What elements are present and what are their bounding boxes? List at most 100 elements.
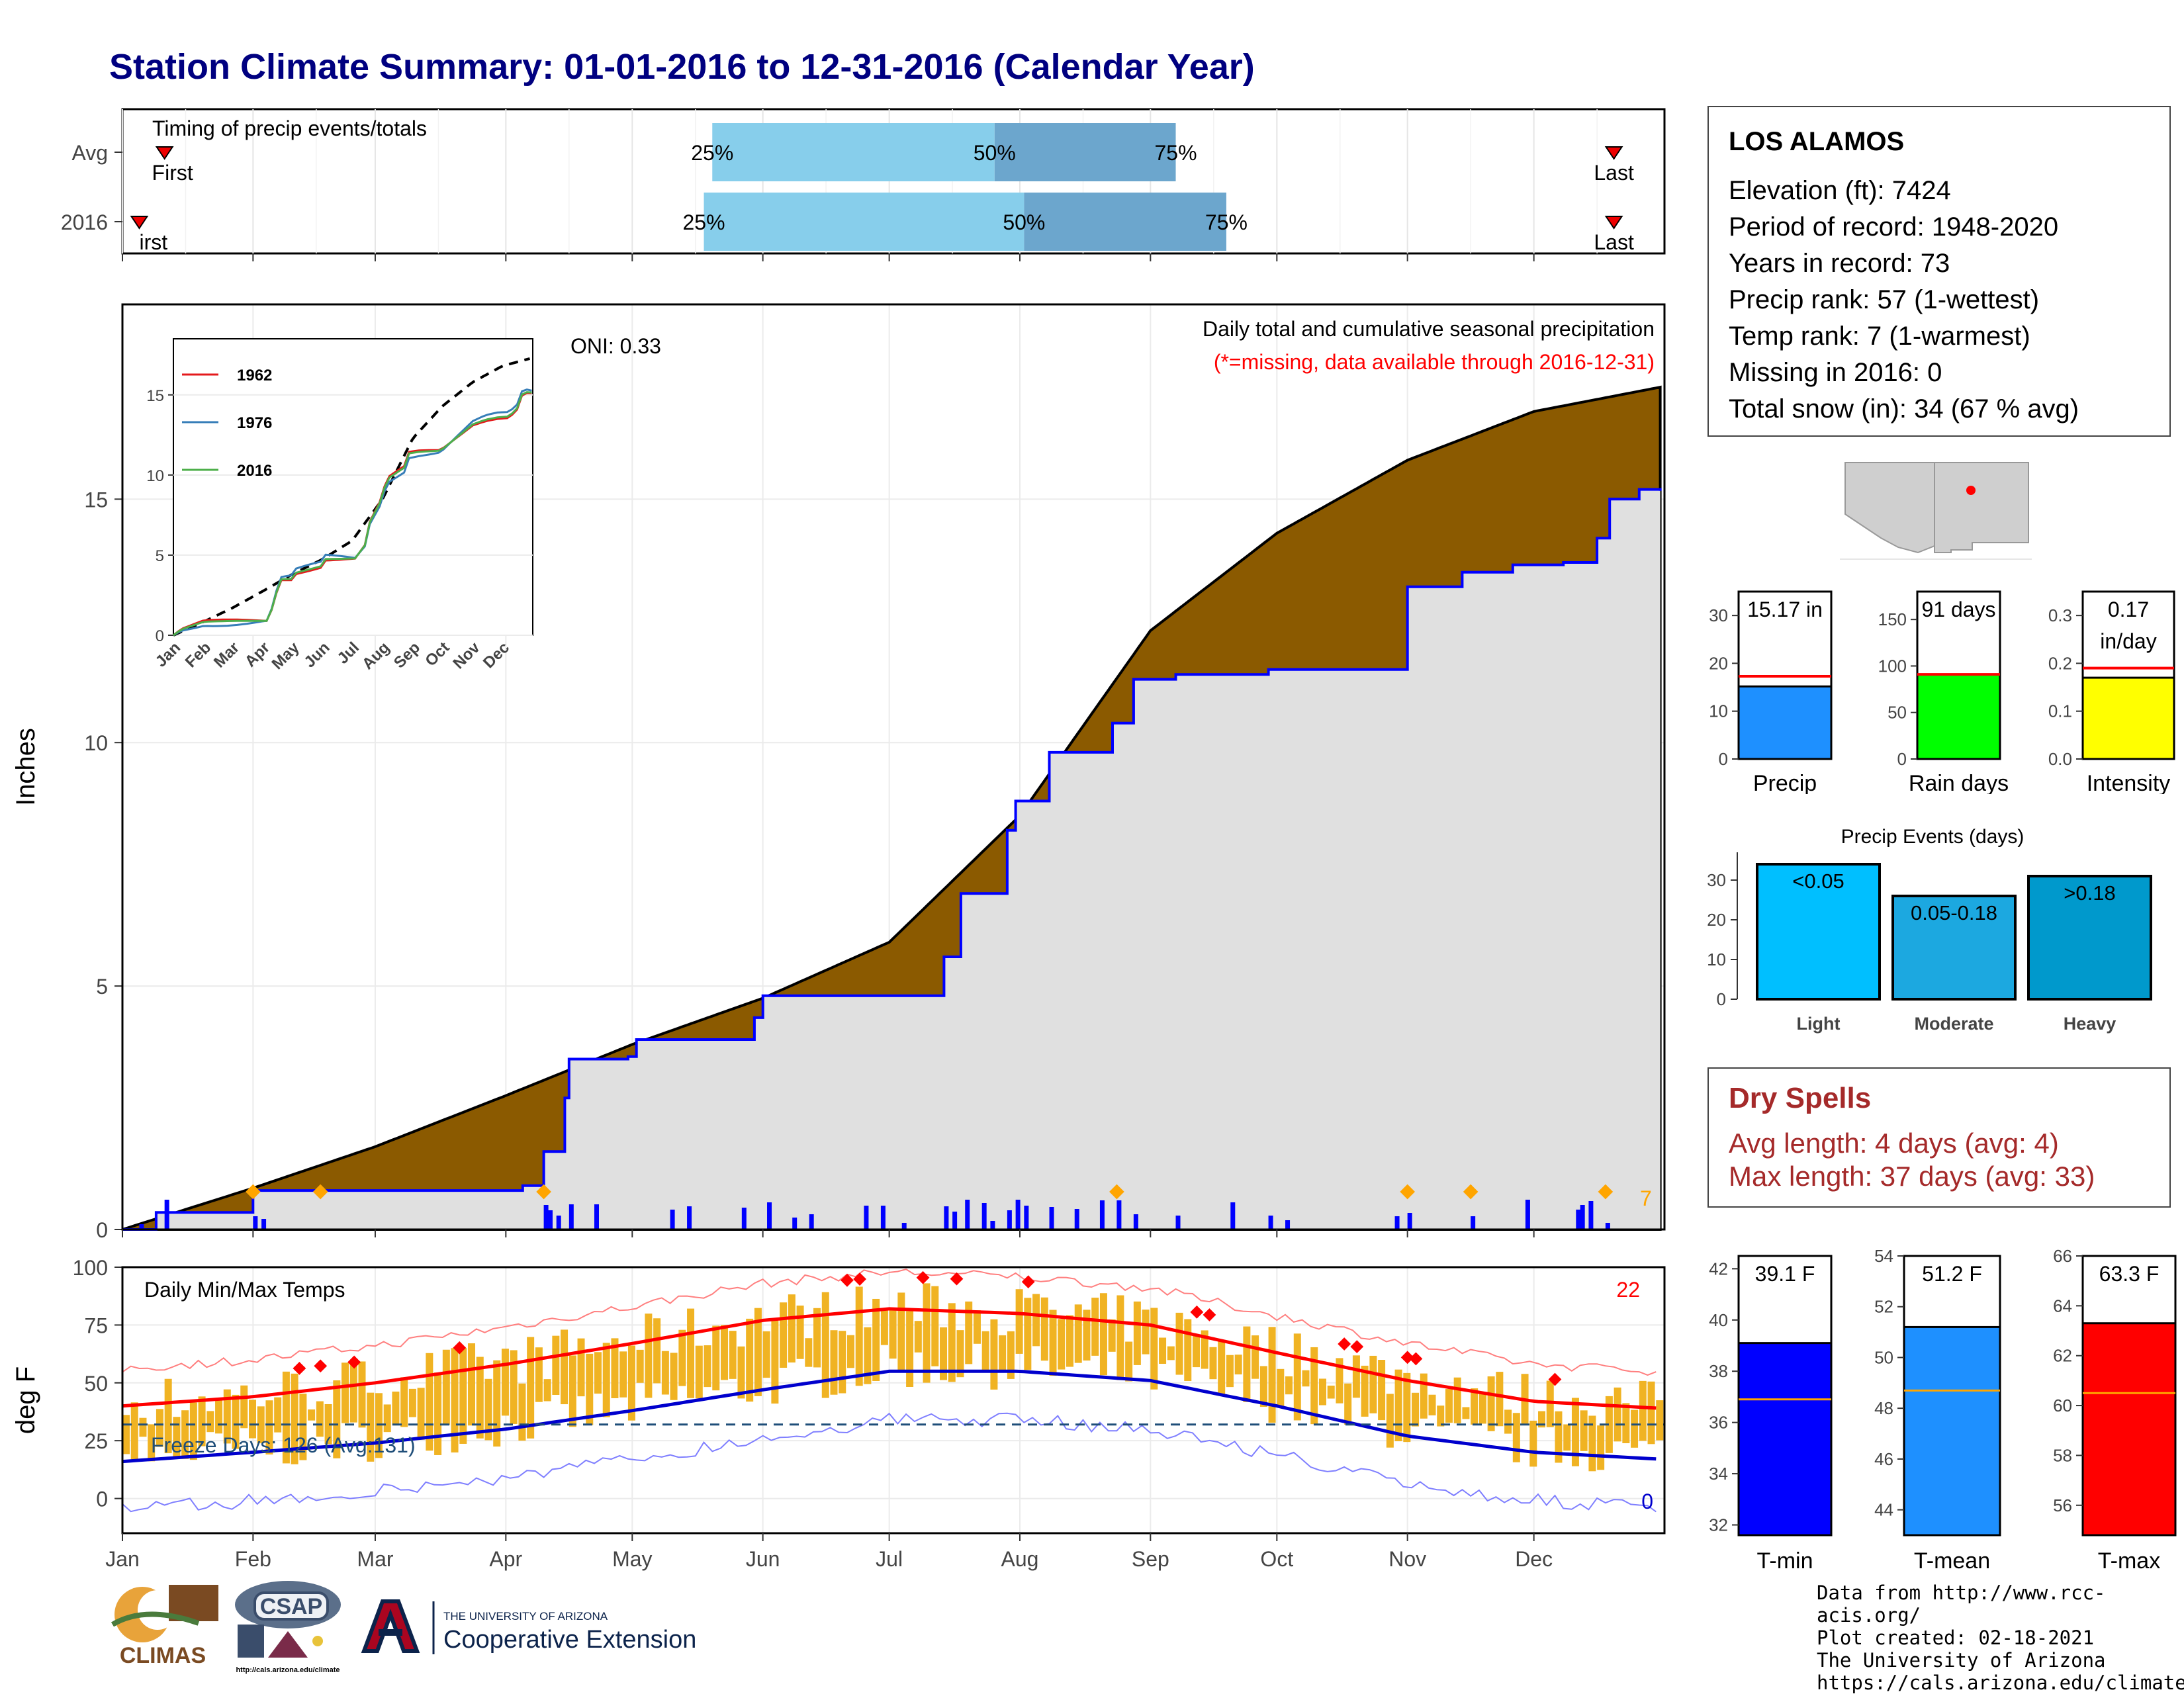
daily-precip-bar [1407, 1213, 1412, 1229]
daily-precip-bar [1394, 1216, 1400, 1229]
daily-temp-bar [821, 1292, 829, 1398]
daily-precip-bar [569, 1204, 574, 1229]
daily-precip-bar [556, 1216, 561, 1229]
station-period: Period of record: 1948-2020 [1729, 212, 2059, 242]
intensity-y-tick-label: 0.3 [2048, 605, 2072, 625]
snow-marker [1109, 1184, 1124, 1200]
daily-temp-bar [543, 1379, 551, 1402]
t-max-y-tick-label: 66 [2053, 1246, 2072, 1266]
t-min-y-tick-label: 40 [1709, 1310, 1728, 1330]
daily-temp-bar [257, 1406, 265, 1444]
precip-events-y-tick-label: 0 [1717, 989, 1726, 1009]
precip-events-y-tick-label: 30 [1707, 870, 1726, 890]
rain-days-y-tick-label: 0 [1897, 749, 1907, 769]
daily-temp-bar [956, 1330, 964, 1378]
daily-temp-bar [1588, 1415, 1596, 1472]
daily-temp-bar [1496, 1372, 1504, 1427]
daily-temp-bar [796, 1305, 804, 1359]
daily-temp-bar [451, 1348, 459, 1452]
daily-temp-bar [1336, 1358, 1343, 1404]
month-label-feb: Feb [235, 1547, 271, 1571]
t-mean-y-tick-label: 54 [1874, 1246, 1893, 1266]
daily-temp-bar [333, 1380, 341, 1458]
station-precip-rank: Precip rank: 57 (1-wettest) [1729, 285, 2040, 314]
daily-temp-bar [274, 1397, 282, 1433]
temp-y-tick-label: 100 [73, 1256, 108, 1280]
t-min-y-tick-label: 34 [1709, 1464, 1728, 1484]
daily-temp-bar [1352, 1355, 1360, 1398]
daily-temp-bar [889, 1310, 897, 1359]
daily-temp-bar [1142, 1310, 1150, 1355]
daily-temp-bar [358, 1361, 366, 1428]
daily-temp-bar [1656, 1400, 1664, 1441]
daily-temp-bar [1125, 1341, 1133, 1382]
daily-temp-bar [282, 1371, 290, 1464]
daily-temp-bar [627, 1345, 635, 1421]
map-new-mexico [1934, 462, 2029, 553]
daily-temp-bar [1403, 1372, 1411, 1443]
station-elevation: Elevation (ft): 7424 [1729, 176, 1951, 205]
rain-days-category-label: Rain days [1909, 771, 2009, 794]
footer-credits: Data from http://www.rcc-acis.org/ Plot … [1817, 1582, 2184, 1694]
record-high-marker [841, 1273, 854, 1287]
timing-row-2016-p75: 75% [1205, 210, 1248, 234]
daily-temp-bar [181, 1410, 189, 1459]
daily-precip-bar [990, 1221, 995, 1229]
t-mean-y-tick-label: 44 [1874, 1500, 1893, 1520]
daily-precip-bar [164, 1200, 169, 1229]
timing-row-avg-last-marker [1604, 146, 1623, 160]
record-high-marker [1548, 1372, 1562, 1386]
timing-row-avg-bar-q1 [712, 123, 995, 181]
inset-legend-label-2016: 2016 [237, 462, 272, 480]
daily-precip-bar [952, 1212, 958, 1229]
daily-temp-bar [923, 1283, 931, 1383]
record-high-marker [916, 1270, 930, 1284]
daily-temp-bar [1437, 1405, 1445, 1427]
daily-precip-bar [594, 1204, 600, 1229]
csap-logo-url: http://cals.arizona.edu/climate [236, 1666, 340, 1674]
event-heavy-bar [2027, 875, 2152, 1001]
daily-precip-bar [1133, 1214, 1138, 1229]
daily-temp-bar [189, 1402, 197, 1460]
timing-row-2016-bar-q2 [1024, 193, 1226, 251]
dry-spells-max: Max length: 37 days (avg: 33) [1729, 1161, 2095, 1192]
daily-temp-bar [653, 1318, 661, 1384]
timing-title: Timing of precip events/totals [152, 116, 427, 140]
intensity-y-tick-label: 0.1 [2048, 701, 2072, 721]
daily-temp-bar [341, 1362, 349, 1423]
daily-temp-bar [1293, 1333, 1301, 1421]
daily-temp-bar [1445, 1389, 1453, 1423]
month-label-aug: Aug [1001, 1547, 1039, 1571]
daily-temp-bar [1369, 1355, 1377, 1413]
daily-temp-bar [510, 1350, 518, 1424]
precip-events-title: Precip Events (days) [1841, 826, 2025, 848]
daily-temp-bar [1150, 1308, 1158, 1390]
month-label-jul: Jul [876, 1547, 903, 1571]
daily-precip-bar [261, 1219, 267, 1229]
event-moderate-bar [1891, 895, 2017, 1001]
climas-logo: CLIMAS [111, 1585, 218, 1668]
t-min-category-label: T-min [1757, 1548, 1813, 1574]
daily-temp-bar [552, 1335, 560, 1396]
precip-panel-title: Daily total and cumulative seasonal prec… [1203, 317, 1655, 341]
daily-temp-bar [1058, 1319, 1066, 1370]
daily-temp-bar [1049, 1310, 1057, 1376]
intensity-category-label: Intensity [2087, 771, 2171, 794]
daily-temp-bar [1386, 1394, 1394, 1448]
daily-temp-bar [1277, 1368, 1285, 1406]
daily-temp-bar [1471, 1388, 1479, 1425]
daily-precip-bar [1007, 1210, 1012, 1229]
t-max-value-label: 63.3 F [2099, 1262, 2160, 1286]
daily-temp-bar [408, 1388, 416, 1417]
daily-temp-bar [729, 1331, 737, 1379]
timing-panel: Timing of precip events/totals Avg 25% 50% 7… [61, 108, 1666, 261]
daily-precip-bar [1175, 1216, 1181, 1229]
daily-temp-bar [1428, 1394, 1436, 1415]
csap-logo: CSAP http://cals.arizona.edu/climate [235, 1581, 341, 1674]
daily-temp-bar [265, 1400, 273, 1455]
month-label-jun: Jun [746, 1547, 780, 1571]
daily-temp-bar [788, 1294, 796, 1363]
inset-legend-label-1976: 1976 [237, 414, 272, 432]
daily-temp-bar [754, 1308, 762, 1396]
daily-precip-bar [880, 1206, 886, 1229]
